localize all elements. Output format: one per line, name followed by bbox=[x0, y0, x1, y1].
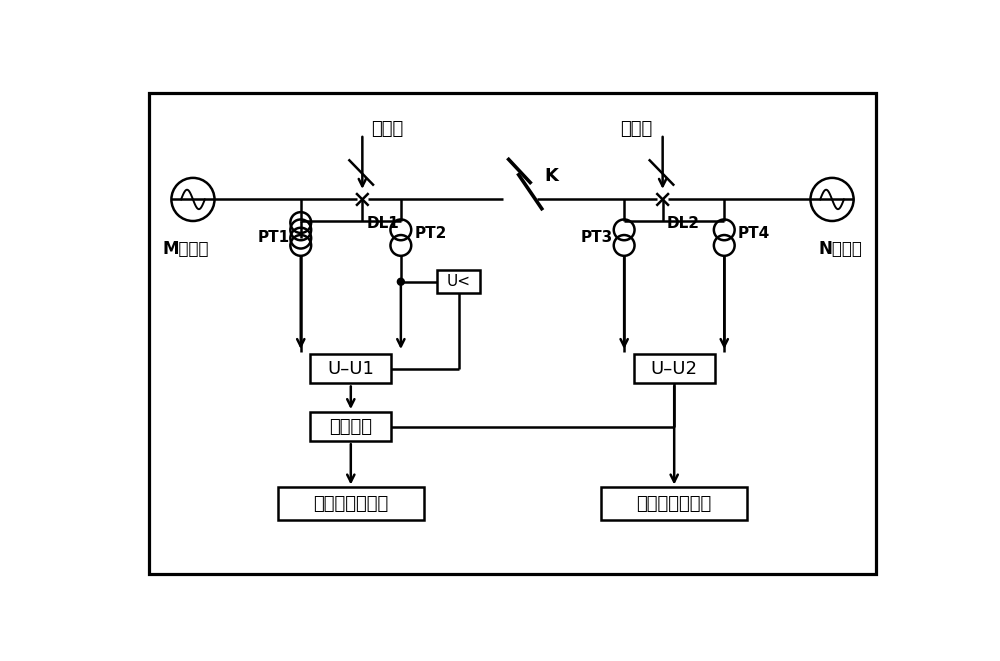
Text: PT1: PT1 bbox=[258, 230, 290, 245]
Text: 第二重合闸电路: 第二重合闸电路 bbox=[637, 494, 712, 512]
FancyBboxPatch shape bbox=[634, 354, 715, 383]
FancyBboxPatch shape bbox=[310, 354, 391, 383]
Text: U–U1: U–U1 bbox=[327, 360, 374, 378]
FancyBboxPatch shape bbox=[310, 412, 391, 442]
Text: DL1: DL1 bbox=[366, 216, 399, 231]
Text: 同步侧: 同步侧 bbox=[620, 120, 653, 137]
FancyBboxPatch shape bbox=[149, 93, 876, 574]
Circle shape bbox=[397, 278, 404, 285]
Text: DL2: DL2 bbox=[666, 216, 700, 231]
Text: 无压侧: 无压侧 bbox=[372, 120, 404, 137]
FancyBboxPatch shape bbox=[278, 487, 424, 520]
Text: PT2: PT2 bbox=[415, 226, 447, 241]
Text: U–U2: U–U2 bbox=[651, 360, 698, 378]
Text: N侧电源: N侧电源 bbox=[819, 241, 863, 258]
FancyBboxPatch shape bbox=[601, 487, 747, 520]
Text: 第一重合闸电路: 第一重合闸电路 bbox=[313, 494, 388, 512]
Text: PT3: PT3 bbox=[581, 230, 613, 245]
FancyBboxPatch shape bbox=[437, 270, 480, 293]
Text: K: K bbox=[545, 167, 559, 185]
Text: M侧电源: M侧电源 bbox=[162, 241, 209, 258]
Text: U<: U< bbox=[447, 274, 471, 290]
Text: PT4: PT4 bbox=[738, 226, 770, 241]
Text: 或门电路: 或门电路 bbox=[329, 418, 372, 436]
